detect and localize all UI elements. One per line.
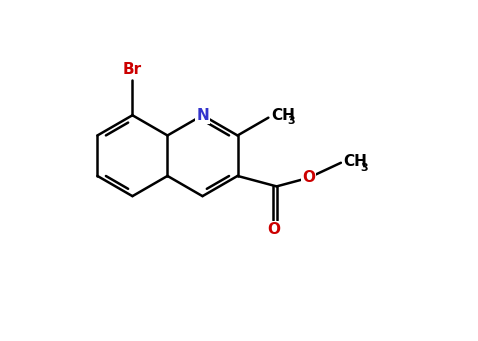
Text: CH: CH bbox=[343, 154, 367, 169]
Text: O: O bbox=[302, 170, 315, 185]
Text: CH: CH bbox=[271, 108, 295, 123]
Text: Br: Br bbox=[123, 62, 142, 77]
Text: 3: 3 bbox=[360, 163, 368, 173]
Text: 3: 3 bbox=[288, 116, 295, 126]
Text: N: N bbox=[196, 108, 209, 123]
Text: O: O bbox=[268, 222, 281, 237]
